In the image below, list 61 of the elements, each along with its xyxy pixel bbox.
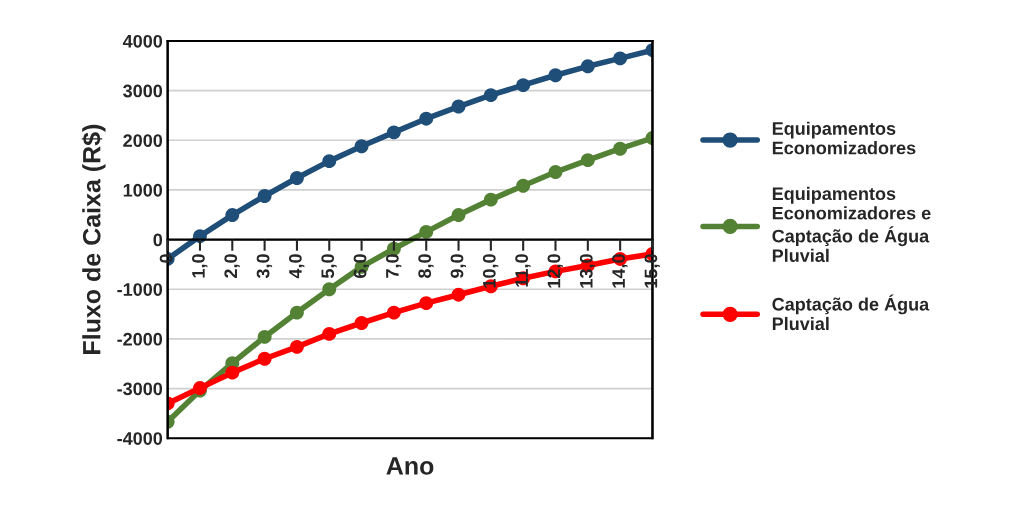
point [290, 305, 304, 320]
y-tick-label: 4000 [122, 34, 163, 48]
legend-label: Captação de Água Pluvial [772, 294, 930, 331]
y-tick-label: 0 [153, 233, 163, 247]
y-tick-label: 1000 [123, 183, 163, 197]
point [613, 51, 628, 66]
x-tick-label: 3,0 [256, 254, 273, 279]
x-tick-label: 0 [159, 254, 173, 263]
x-tick-label: 13,0 [579, 254, 596, 288]
x-tick-label: 7,0 [385, 254, 402, 278]
point [580, 153, 595, 168]
x-tick-label: 5,0 [321, 254, 337, 279]
point [322, 154, 337, 169]
point [419, 111, 434, 126]
x-tick-label: 10,0 [482, 254, 499, 288]
point [451, 208, 466, 223]
y-tick-label: -3000 [117, 382, 163, 396]
x-tick-label: 1,0 [192, 254, 208, 278]
point [225, 365, 240, 380]
point [257, 351, 272, 366]
x-axis-title: Ano [386, 457, 434, 475]
x-tick-label: 6,0 [353, 254, 370, 278]
point [257, 189, 272, 203]
x-tick-label: 14,0 [612, 254, 628, 288]
point [548, 165, 563, 180]
y-axis-title: Fluxo de Caixa (R$) [81, 124, 106, 354]
x-tick-label: 9,0 [450, 254, 466, 278]
point [613, 141, 628, 156]
y-tick-label: 3000 [123, 84, 163, 98]
point [322, 282, 337, 297]
legend-label: Equipamentos Economizadores [772, 121, 916, 155]
point [419, 224, 434, 239]
point [322, 326, 337, 341]
x-tick-label: 8,0 [418, 254, 434, 278]
point [354, 316, 369, 330]
point [386, 125, 401, 140]
point [354, 139, 369, 154]
point [483, 88, 498, 103]
point [451, 99, 466, 114]
y-tick-label: -1000 [117, 283, 163, 296]
point [516, 178, 531, 193]
point [386, 305, 401, 320]
point [419, 296, 434, 311]
x-tick-label: 4,0 [289, 254, 305, 279]
point [516, 78, 531, 93]
point [290, 339, 304, 354]
y-tick-label: 2000 [123, 134, 163, 148]
x-tick-label: 11,0 [515, 254, 531, 287]
point [451, 287, 466, 302]
y-tick-label: -4000 [117, 432, 163, 445]
point [257, 329, 272, 344]
x-tick-label: 2,0 [224, 254, 240, 278]
point [225, 208, 240, 223]
point [580, 59, 595, 74]
y-tick-label: -2000 [117, 332, 163, 346]
legend-label: Equipamentos Economizadores e Captação de Água Pluvial [772, 186, 931, 263]
x-tick-label: 15,0 [644, 254, 660, 288]
point [290, 171, 304, 185]
point [483, 192, 498, 207]
x-tick-label: 12,0 [547, 254, 563, 288]
point [548, 68, 563, 83]
